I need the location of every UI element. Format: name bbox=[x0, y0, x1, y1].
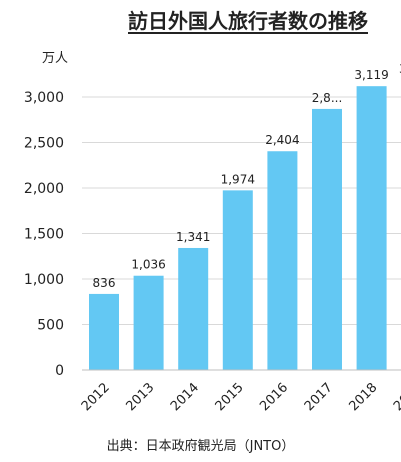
x-tick-label: 2017 bbox=[302, 380, 336, 414]
data-labels: 8361,0361,3411,9742,4042,8...3,1193,1884… bbox=[93, 62, 401, 290]
data-label: 2,404 bbox=[265, 133, 299, 147]
bar bbox=[356, 86, 387, 371]
y-tick-label: 2,000 bbox=[24, 181, 64, 197]
bar bbox=[312, 108, 342, 371]
x-tick-label: 2018 bbox=[346, 380, 380, 414]
y-tick-label: 0 bbox=[55, 363, 64, 379]
bar bbox=[222, 190, 253, 370]
bar-chart: 万人 0 500 1,000 1,500 2,000 2,500 3,000 836 1,03… bbox=[24, 51, 401, 414]
bar bbox=[267, 151, 298, 370]
data-label: 2,8... bbox=[312, 91, 343, 105]
data-label: 3,119 bbox=[354, 68, 388, 82]
data-label: 1,036 bbox=[131, 258, 165, 272]
data-label: 1,341 bbox=[176, 230, 210, 244]
x-axis-ticks: 2012201320142015201620172018201920202021 bbox=[79, 380, 401, 414]
x-tick-label: 2016 bbox=[257, 380, 291, 414]
data-label: 3,188 bbox=[399, 62, 401, 76]
y-tick-label: 1,000 bbox=[24, 272, 64, 288]
x-tick-label: 2015 bbox=[213, 380, 247, 414]
y-axis-unit-label: 万人 bbox=[42, 51, 68, 66]
y-tick-label: 500 bbox=[37, 318, 64, 334]
x-tick-label: 2019 bbox=[391, 380, 401, 414]
source-note: 出典：日本政府観光局（JNTO） bbox=[106, 439, 295, 454]
bar bbox=[89, 293, 119, 370]
x-tick-label: 2014 bbox=[168, 380, 202, 414]
y-tick-label: 3,000 bbox=[24, 90, 64, 106]
bars bbox=[89, 86, 387, 371]
data-label: 1,974 bbox=[221, 172, 255, 186]
data-label: 836 bbox=[93, 276, 116, 290]
x-tick-label: 2013 bbox=[123, 380, 157, 414]
y-axis-ticks: 0 500 1,000 1,500 2,000 2,500 3,000 bbox=[24, 90, 64, 379]
chart-title: 訪日外国人旅行者数の推移 bbox=[128, 9, 368, 33]
bar bbox=[178, 247, 209, 370]
y-tick-label: 1,500 bbox=[24, 227, 64, 243]
bar bbox=[133, 275, 164, 370]
x-tick-label: 2012 bbox=[79, 380, 113, 414]
y-tick-label: 2,500 bbox=[24, 136, 64, 152]
